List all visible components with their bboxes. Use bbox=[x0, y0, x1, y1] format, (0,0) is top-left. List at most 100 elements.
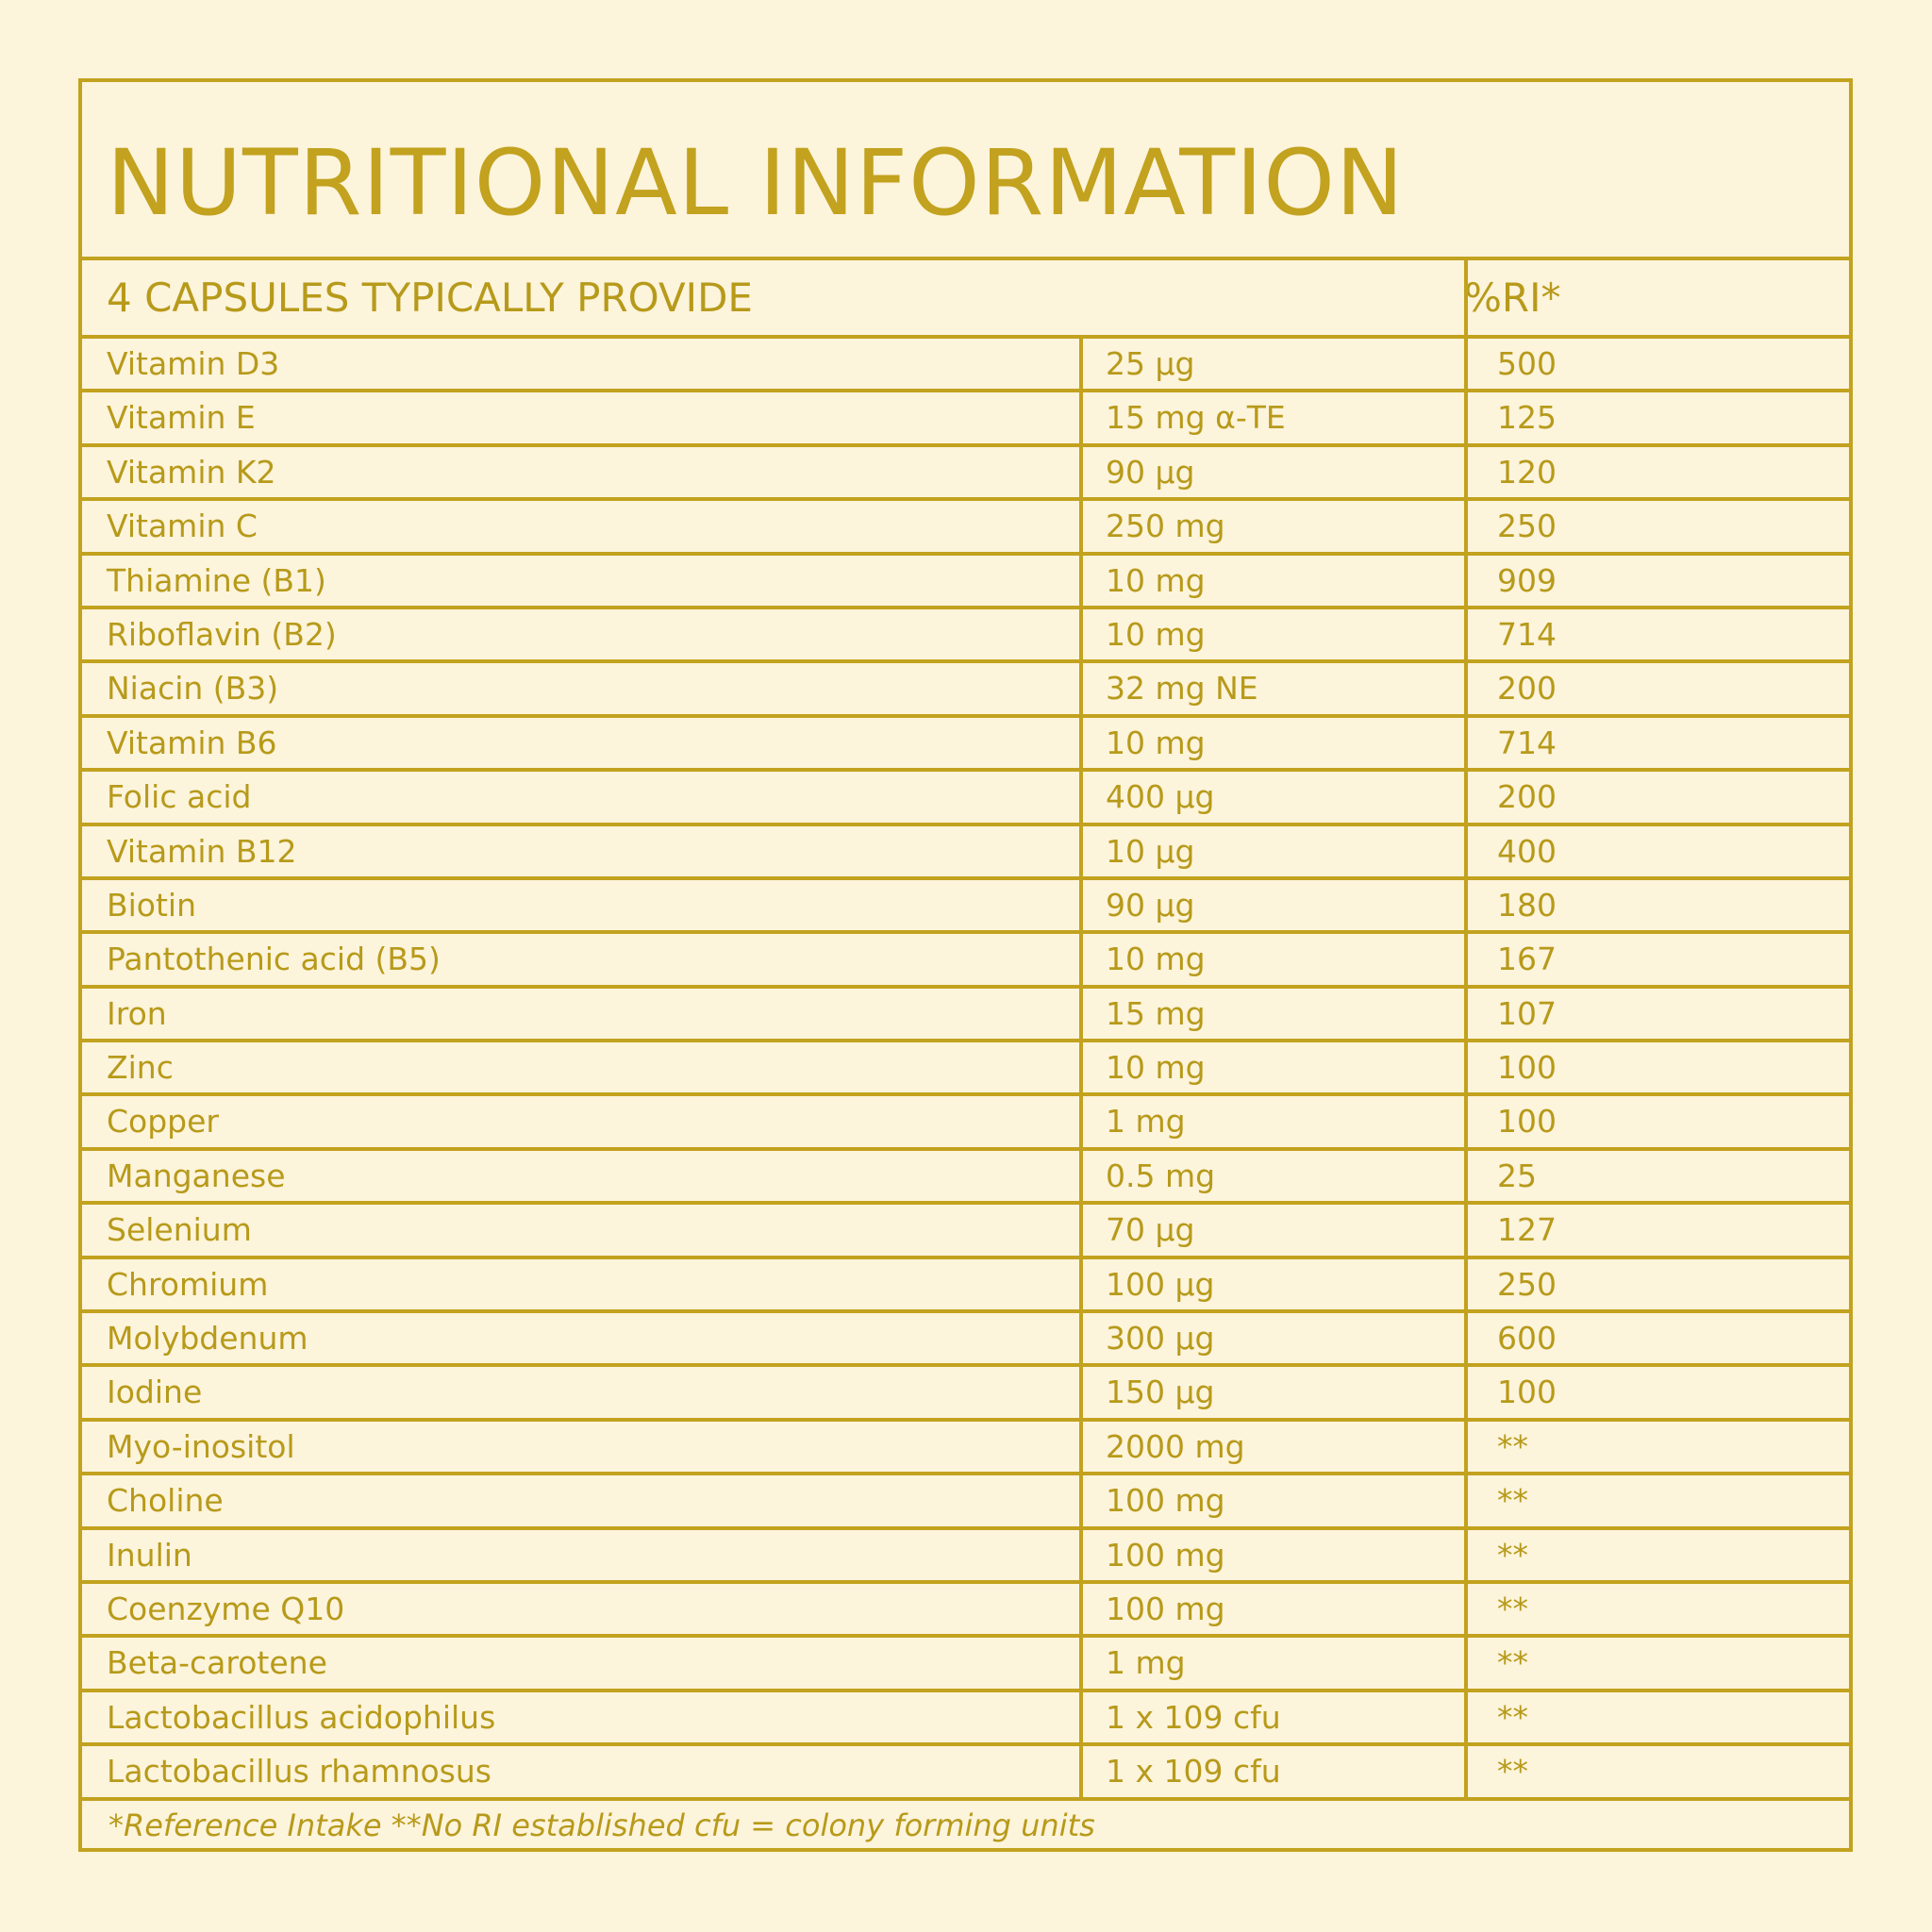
nutrient-name: Beta-carotene bbox=[107, 1644, 327, 1682]
nutrient-name: Biotin bbox=[107, 886, 197, 924]
nutrient-ri: 107 bbox=[1497, 994, 1557, 1032]
page-title: NUTRITIONAL INFORMATION bbox=[107, 130, 1405, 236]
nutrient-amount: 10 mg bbox=[1106, 1049, 1206, 1087]
nutrient-amount: 0.5 mg bbox=[1106, 1157, 1216, 1194]
header-label: 4 CAPSULES TYPICALLY PROVIDE bbox=[107, 275, 753, 321]
nutrient-ri: ** bbox=[1497, 1536, 1528, 1574]
table-row: Vitamin K2 90 µg 120 bbox=[82, 447, 1849, 502]
nutrient-name: Selenium bbox=[107, 1211, 252, 1249]
nutrient-name: Copper bbox=[107, 1103, 219, 1141]
nutrient-ri: 600 bbox=[1497, 1320, 1557, 1357]
nutrient-amount: 15 mg bbox=[1106, 994, 1206, 1032]
title-bar: NUTRITIONAL INFORMATION bbox=[82, 82, 1849, 260]
table-row: Coenzyme Q10 100 mg ** bbox=[82, 1584, 1849, 1639]
table-row: Vitamin C 250 mg 250 bbox=[82, 501, 1849, 556]
footnote: *Reference Intake **No RI established cf… bbox=[108, 1807, 1095, 1843]
nutrient-amount: 300 µg bbox=[1106, 1320, 1215, 1357]
nutrient-amount: 10 mg bbox=[1106, 615, 1206, 653]
table-row: Zinc 10 mg 100 bbox=[82, 1042, 1849, 1097]
nutrient-amount: 100 mg bbox=[1106, 1482, 1225, 1520]
table-row: Inulin 100 mg ** bbox=[82, 1530, 1849, 1584]
table-row: Iron 15 mg 107 bbox=[82, 989, 1849, 1043]
table-row: Lactobacillus rhamnosus 1 x 109 cfu ** bbox=[82, 1746, 1849, 1801]
table-row: Vitamin D3 25 µg 500 bbox=[82, 339, 1849, 393]
table-row: Folic acid 400 µg 200 bbox=[82, 772, 1849, 826]
nutrient-name: Niacin (B3) bbox=[107, 670, 279, 708]
nutrient-ri: 200 bbox=[1497, 670, 1557, 708]
nutrient-ri: 127 bbox=[1497, 1211, 1557, 1249]
nutrient-amount: 100 mg bbox=[1106, 1536, 1225, 1574]
nutrient-amount: 32 mg NE bbox=[1106, 670, 1258, 708]
nutrient-name: Thiamine (B1) bbox=[107, 561, 326, 599]
nutrient-name: Folic acid bbox=[107, 778, 252, 816]
nutrient-amount: 150 µg bbox=[1106, 1374, 1215, 1411]
table-row: Molybdenum 300 µg 600 bbox=[82, 1313, 1849, 1368]
nutrient-ri: 120 bbox=[1497, 453, 1557, 491]
nutrient-ri: 714 bbox=[1497, 615, 1557, 653]
nutrient-amount: 100 mg bbox=[1106, 1590, 1225, 1627]
nutrient-amount: 15 mg α-TE bbox=[1106, 399, 1286, 437]
nutrient-amount: 400 µg bbox=[1106, 778, 1215, 816]
nutrient-amount: 90 µg bbox=[1106, 453, 1195, 491]
nutrient-ri: 714 bbox=[1497, 724, 1557, 761]
nutrient-ri: 200 bbox=[1497, 778, 1557, 816]
nutrient-amount: 1 x 109 cfu bbox=[1106, 1753, 1281, 1790]
nutrient-name: Lactobacillus acidophilus bbox=[107, 1698, 496, 1736]
nutrient-name: Molybdenum bbox=[107, 1320, 308, 1357]
nutrient-amount: 90 µg bbox=[1106, 886, 1195, 924]
table-row: Beta-carotene 1 mg ** bbox=[82, 1638, 1849, 1692]
nutrient-ri: ** bbox=[1497, 1753, 1528, 1790]
nutrient-name: Chromium bbox=[107, 1265, 269, 1303]
nutrient-ri: 167 bbox=[1497, 941, 1557, 978]
nutrient-amount: 250 mg bbox=[1106, 508, 1225, 545]
table-row: Iodine 150 µg 100 bbox=[82, 1367, 1849, 1422]
table-row: Thiamine (B1) 10 mg 909 bbox=[82, 556, 1849, 609]
nutrient-ri: ** bbox=[1497, 1644, 1528, 1682]
nutrient-name: Choline bbox=[107, 1482, 224, 1520]
nutrient-name: Lactobacillus rhamnosus bbox=[107, 1753, 491, 1790]
table-row: Lactobacillus acidophilus 1 x 109 cfu ** bbox=[82, 1692, 1849, 1747]
nutrient-name: Iron bbox=[107, 994, 167, 1032]
nutrient-amount: 100 µg bbox=[1106, 1265, 1215, 1303]
nutrient-amount: 1 mg bbox=[1106, 1103, 1186, 1141]
table-row: Riboflavin (B2) 10 mg 714 bbox=[82, 609, 1849, 664]
table-row: Pantothenic acid (B5) 10 mg 167 bbox=[82, 934, 1849, 989]
nutrient-ri: 100 bbox=[1497, 1374, 1557, 1411]
nutrient-ri: 180 bbox=[1497, 886, 1557, 924]
table-row: Biotin 90 µg 180 bbox=[82, 880, 1849, 935]
nutrient-ri: 100 bbox=[1497, 1103, 1557, 1141]
nutrient-table-body: Vitamin D3 25 µg 500 Vitamin E 15 mg α-TE 125… bbox=[82, 339, 1849, 1801]
nutrient-ri: ** bbox=[1497, 1482, 1528, 1520]
nutrient-name: Iodine bbox=[107, 1374, 203, 1411]
nutrient-ri: 250 bbox=[1497, 1265, 1557, 1303]
nutrient-ri: ** bbox=[1497, 1698, 1528, 1736]
nutrient-amount: 10 mg bbox=[1106, 561, 1206, 599]
table-row: Choline 100 mg ** bbox=[82, 1475, 1849, 1530]
nutrient-name: Zinc bbox=[107, 1049, 174, 1087]
nutrition-panel: NUTRITIONAL INFORMATION 4 CAPSULES TYPIC… bbox=[78, 78, 1853, 1852]
nutrient-ri: 400 bbox=[1497, 832, 1557, 870]
nutrient-name: Pantothenic acid (B5) bbox=[107, 941, 441, 978]
table-header: 4 CAPSULES TYPICALLY PROVIDE %RI* bbox=[82, 260, 1849, 339]
nutrient-amount: 1 mg bbox=[1106, 1644, 1186, 1682]
table-row: Vitamin B12 10 µg 400 bbox=[82, 826, 1849, 880]
column-divider-amount bbox=[1079, 339, 1083, 1798]
nutrient-name: Vitamin B6 bbox=[107, 724, 277, 761]
nutrient-ri: 250 bbox=[1497, 508, 1557, 545]
nutrient-amount: 10 mg bbox=[1106, 724, 1206, 761]
nutrient-name: Inulin bbox=[107, 1536, 192, 1574]
nutrient-amount: 10 µg bbox=[1106, 832, 1195, 870]
nutrient-name: Manganese bbox=[107, 1157, 286, 1194]
nutrient-amount: 1 x 109 cfu bbox=[1106, 1698, 1281, 1736]
table-row: Niacin (B3) 32 mg NE 200 bbox=[82, 663, 1849, 718]
table-row: Manganese 0.5 mg 25 bbox=[82, 1151, 1849, 1206]
nutrient-amount: 70 µg bbox=[1106, 1211, 1195, 1249]
nutrient-ri: 125 bbox=[1497, 399, 1557, 437]
nutrient-ri: ** bbox=[1497, 1427, 1528, 1465]
nutrient-name: Myo-inositol bbox=[107, 1427, 295, 1465]
nutrient-amount: 10 mg bbox=[1106, 941, 1206, 978]
nutrient-ri: 100 bbox=[1497, 1049, 1557, 1087]
table-row: Vitamin B6 10 mg 714 bbox=[82, 718, 1849, 773]
nutrient-name: Coenzyme Q10 bbox=[107, 1590, 345, 1627]
nutrient-name: Vitamin E bbox=[107, 399, 256, 437]
